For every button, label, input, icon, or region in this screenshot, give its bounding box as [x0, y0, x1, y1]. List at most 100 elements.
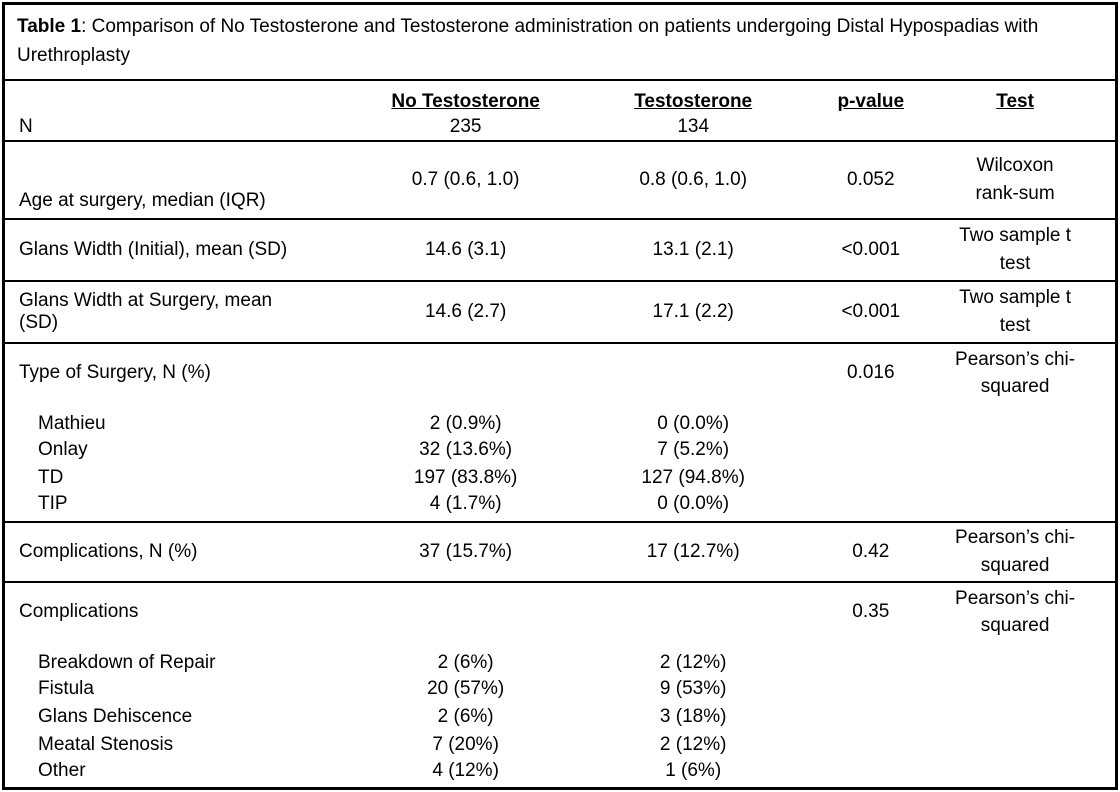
- cell-no-testosterone: 2 (0.9%): [429, 412, 502, 434]
- cell-p-value: 0.35: [852, 601, 890, 623]
- cell-no-testosterone: 14.6 (3.1): [424, 238, 507, 260]
- table-row-fistula: Fistula 20 (57%) 9 (53%): [5, 675, 1115, 703]
- cell-test: [915, 703, 1115, 731]
- cell-test: [915, 759, 1115, 788]
- section-age: Age at surgery, median (IQR) 0.7 (0.6, 1…: [5, 140, 1115, 219]
- cell-no-testosterone: [371, 582, 560, 642]
- column-header-row: No Testosterone Testosterone p-value Tes…: [5, 80, 1115, 114]
- cell-test: Wilcoxon rank-sum: [975, 155, 1055, 204]
- cell-no-testosterone: 197 (83.8%): [413, 466, 518, 488]
- cell-testosterone: 127 (94.8%): [641, 466, 745, 488]
- cell-test: Two sample t test: [959, 225, 1072, 274]
- cell-p-value: [826, 731, 915, 759]
- cell-test: Two sample t test: [959, 287, 1072, 336]
- cell-testosterone: 2 (12%): [659, 733, 727, 755]
- table-caption-text: : Comparison of No Testosterone and Test…: [17, 16, 1039, 67]
- cell-testosterone: 1 (6%): [665, 759, 722, 781]
- table-row-other: Other 4 (12%) 1 (6%): [5, 759, 1115, 788]
- table-row-stenosis: Meatal Stenosis 7 (20%) 2 (12%): [5, 731, 1115, 759]
- section-complications-n: Complications, N (%) 37 (15.7%) 17 (12.7…: [5, 521, 1115, 582]
- row-label: Fistula: [38, 677, 94, 699]
- cell-testosterone: 13.1 (2.1): [652, 238, 734, 260]
- cell-no-testosterone: 7 (20%): [432, 733, 499, 755]
- row-label: Glans Width at Surgery, mean (SD): [19, 289, 273, 333]
- cell-testosterone: 9 (53%): [659, 677, 727, 699]
- table-row-mathieu: Mathieu 2 (0.9%) 0 (0.0%): [5, 403, 1115, 436]
- cell-p-value: [826, 492, 915, 522]
- section-header: No Testosterone Testosterone p-value Tes…: [5, 79, 1115, 141]
- table-row-dehiscence: Glans Dehiscence 2 (6%) 3 (18%): [5, 703, 1115, 731]
- table-row-n: N 235 134: [5, 114, 1115, 141]
- section-surgery-type: Type of Surgery, N (%) 0.016 Pearson’s c…: [5, 342, 1115, 522]
- cell-p-value: 0.42: [852, 540, 890, 562]
- table-row-td: TD 197 (83.8%) 127 (94.8%): [5, 464, 1115, 492]
- cell-testosterone: 17 (12.7%): [646, 540, 740, 562]
- table-caption-number: Table 1: [17, 16, 82, 37]
- cell-test: [915, 464, 1115, 492]
- cell-test: Pearson’s chi-squared: [955, 527, 1076, 576]
- cell-p-value: [826, 759, 915, 788]
- section-complications-types: Complications 0.35 Pearson’s chi-squared…: [5, 581, 1115, 788]
- cell-testosterone: [560, 582, 826, 642]
- cell-p-value: [826, 436, 915, 464]
- cell-no-testosterone: 37 (15.7%): [419, 540, 513, 562]
- table-row-complications-n: Complications, N (%) 37 (15.7%) 17 (12.7…: [5, 522, 1115, 582]
- cell-no-testosterone: 2 (6%): [437, 651, 494, 673]
- cell-test: [915, 403, 1115, 436]
- cell-p-value: [826, 642, 915, 675]
- cell-test: [915, 436, 1115, 464]
- section-glans-initial: Glans Width (Initial), mean (SD) 14.6 (3…: [5, 218, 1115, 281]
- col-header-p-value: p-value: [837, 90, 905, 112]
- cell-testosterone: 3 (18%): [659, 705, 727, 727]
- row-label: N: [19, 115, 33, 137]
- col-header-testosterone: Testosterone: [634, 90, 753, 112]
- cell-test: [915, 114, 1115, 141]
- row-label: Onlay: [38, 438, 88, 460]
- cell-p-value: 0.016: [847, 362, 895, 384]
- cell-no-testosterone: 0.7 (0.6, 1.0): [411, 168, 520, 190]
- cell-testosterone: 134: [677, 115, 710, 137]
- comparison-table: No Testosterone Testosterone p-value Tes…: [5, 79, 1115, 788]
- row-label: Complications, N (%): [19, 540, 198, 562]
- row-label: Glans Width (Initial), mean (SD): [19, 238, 288, 260]
- table-row-glans-surgery: Glans Width at Surgery, mean (SD) 14.6 (…: [5, 281, 1115, 343]
- cell-p-value: [826, 464, 915, 492]
- table-row-onlay: Onlay 32 (13.6%) 7 (5.2%): [5, 436, 1115, 464]
- cell-no-testosterone: 235: [449, 115, 482, 137]
- row-label: TIP: [38, 492, 68, 514]
- cell-p-value: 0.052: [847, 168, 895, 190]
- cell-testosterone: 17.1 (2.2): [652, 300, 734, 322]
- cell-testosterone: 0 (0.0%): [657, 492, 730, 514]
- row-label: Other: [38, 759, 86, 781]
- cell-test: [915, 731, 1115, 759]
- row-label: Breakdown of Repair: [38, 651, 216, 673]
- cell-no-testosterone: 4 (12%): [432, 759, 499, 781]
- cell-p-value: [826, 114, 915, 141]
- row-label: TD: [38, 466, 64, 488]
- cell-p-value: [826, 403, 915, 436]
- cell-test: Pearson’s chi-squared: [955, 348, 1076, 398]
- col-header-empty: [5, 80, 371, 114]
- cell-testosterone: [560, 343, 826, 403]
- cell-test: [915, 642, 1115, 675]
- cell-no-testosterone: [371, 343, 560, 403]
- cell-p-value: <0.001: [841, 238, 901, 260]
- cell-no-testosterone: 20 (57%): [427, 677, 505, 699]
- row-label: Complications: [19, 601, 139, 623]
- table-row-complications: Complications 0.35 Pearson’s chi-squared: [5, 582, 1115, 642]
- cell-testosterone: 0.8 (0.6, 1.0): [639, 168, 748, 190]
- cell-test: [915, 675, 1115, 703]
- cell-p-value: <0.001: [841, 300, 901, 322]
- cell-no-testosterone: 14.6 (2.7): [424, 300, 507, 322]
- row-label: Age at surgery, median (IQR): [19, 189, 266, 211]
- table-row-age: Age at surgery, median (IQR) 0.7 (0.6, 1…: [5, 141, 1115, 219]
- cell-p-value: [826, 675, 915, 703]
- cell-testosterone: 7 (5.2%): [657, 438, 730, 460]
- table-row-tip: TIP 4 (1.7%) 0 (0.0%): [5, 492, 1115, 522]
- row-label: Mathieu: [38, 412, 106, 434]
- cell-no-testosterone: 32 (13.6%): [419, 438, 513, 460]
- cell-testosterone: 2 (12%): [659, 651, 727, 673]
- cell-testosterone: 0 (0.0%): [657, 412, 730, 434]
